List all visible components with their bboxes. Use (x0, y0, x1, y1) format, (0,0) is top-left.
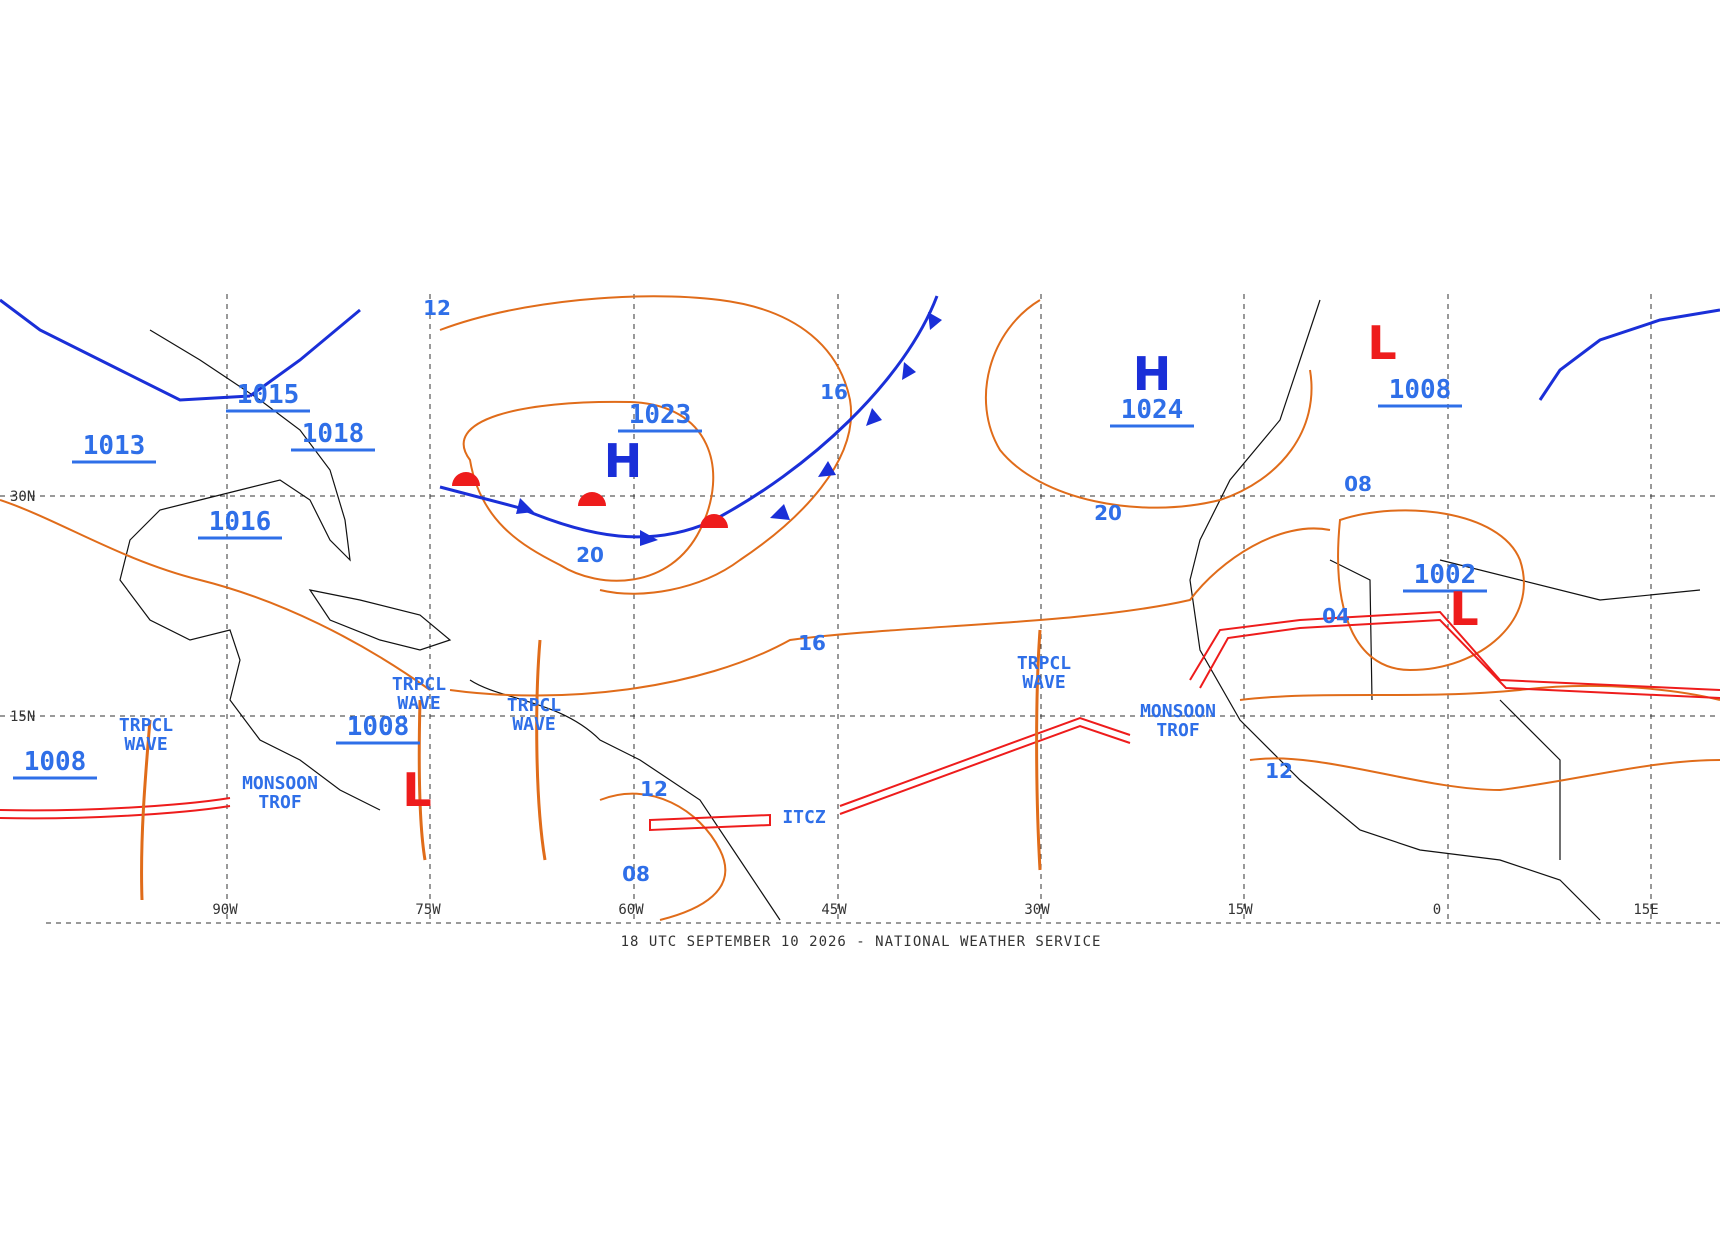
feature-label: ITCZ (782, 807, 826, 828)
lat-label: 15N (10, 709, 35, 725)
coastline (469, 679, 781, 921)
monsoon-trough (1189, 610, 1720, 699)
lon-label: 15W (1227, 902, 1253, 918)
cold-front (0, 298, 361, 402)
itcz (839, 716, 1131, 815)
center-symbol: L (402, 763, 431, 817)
feature-label: MONSOON TROF (1140, 701, 1216, 741)
isobar (1239, 684, 1720, 701)
isobar-label: 16 (798, 631, 826, 655)
isobar (439, 295, 853, 595)
feature-label: TRPCL WAVE (1017, 653, 1071, 693)
coastline (119, 329, 381, 811)
isobar-label: 20 (1094, 501, 1122, 525)
isobar (1249, 757, 1720, 792)
pressure-labels: 1015 1018 1013 1016 1008 (13, 380, 375, 780)
pressure-label: 1016 (209, 507, 272, 537)
coastline (1189, 299, 1601, 921)
pressure-label: 1008 (24, 747, 87, 777)
feature-label: TRPCL WAVE (392, 674, 446, 714)
isobar (599, 792, 727, 921)
center-pressure: 1002 (1414, 560, 1477, 590)
feature-label: MONSOON TROF (242, 773, 318, 813)
coastlines (119, 299, 1701, 921)
footer: 18 UTC SEPTEMBER 10 2026 - NATIONAL WEAT… (621, 934, 1102, 950)
isobar-label: 12 (1265, 759, 1293, 783)
pressure-label: 1018 (302, 419, 365, 449)
tropical-wave-axis (140, 629, 1042, 901)
feature-label: TRPCL WAVE (507, 695, 561, 735)
center-pressure: 1008 (347, 712, 410, 742)
pressure-label: 1013 (83, 431, 146, 461)
isobar-label: 08 (622, 862, 650, 886)
lat-label: 30N (10, 489, 35, 505)
grid-labels: 30N 15N 90W 75W 60W 45W 30W 15W 0 15E (10, 489, 1659, 918)
feature-label: TRPCL WAVE (119, 715, 173, 755)
cold-front (1538, 308, 1720, 401)
isobar-labels: 16 20 16 20 12 12 08 08 04 12 (423, 296, 1372, 886)
lon-label: 75W (415, 902, 441, 918)
center-symbol: H (1133, 347, 1172, 401)
lon-label: 15E (1633, 902, 1658, 918)
center-pressure: 1024 (1121, 395, 1184, 425)
isobar (449, 527, 1331, 697)
fronts (0, 295, 1720, 901)
lon-label: 45W (821, 902, 847, 918)
isobar (0, 499, 431, 691)
isobar (1337, 509, 1525, 672)
center-symbol: H (604, 434, 643, 488)
centers: 1023 H H 1024 1008 L 1008 L 1002 L (336, 316, 1487, 817)
monsoon-trough (0, 797, 231, 820)
map-frame (0, 294, 1720, 924)
lon-label: 90W (212, 902, 238, 918)
isobar-label: 08 (1344, 472, 1372, 496)
center-pressure: 1023 (629, 400, 692, 430)
isobars (0, 295, 1720, 921)
isobar-label: 04 (1322, 604, 1350, 628)
lon-label: 30W (1024, 902, 1050, 918)
pressure-label: 1015 (237, 380, 300, 410)
lon-label: 60W (618, 902, 644, 918)
isobar-label: 20 (576, 543, 604, 567)
isobar-label: 12 (640, 777, 668, 801)
center-symbol: L (1449, 582, 1478, 636)
warm-front-lobes (452, 472, 728, 528)
center-pressure: 1008 (1389, 375, 1452, 405)
feature-labels: TRPCL WAVE TRPCL WAVE TRPCL WAVE TRPCL WAVE … (119, 653, 1216, 828)
lon-label: 0 (1433, 902, 1441, 918)
trough (649, 813, 771, 832)
border (1329, 559, 1701, 860)
isobar (985, 299, 1313, 509)
center-symbol: L (1367, 316, 1396, 370)
coastline (308, 589, 452, 651)
isobar-label: 12 (423, 296, 451, 320)
isobar-label: 16 (820, 380, 848, 404)
